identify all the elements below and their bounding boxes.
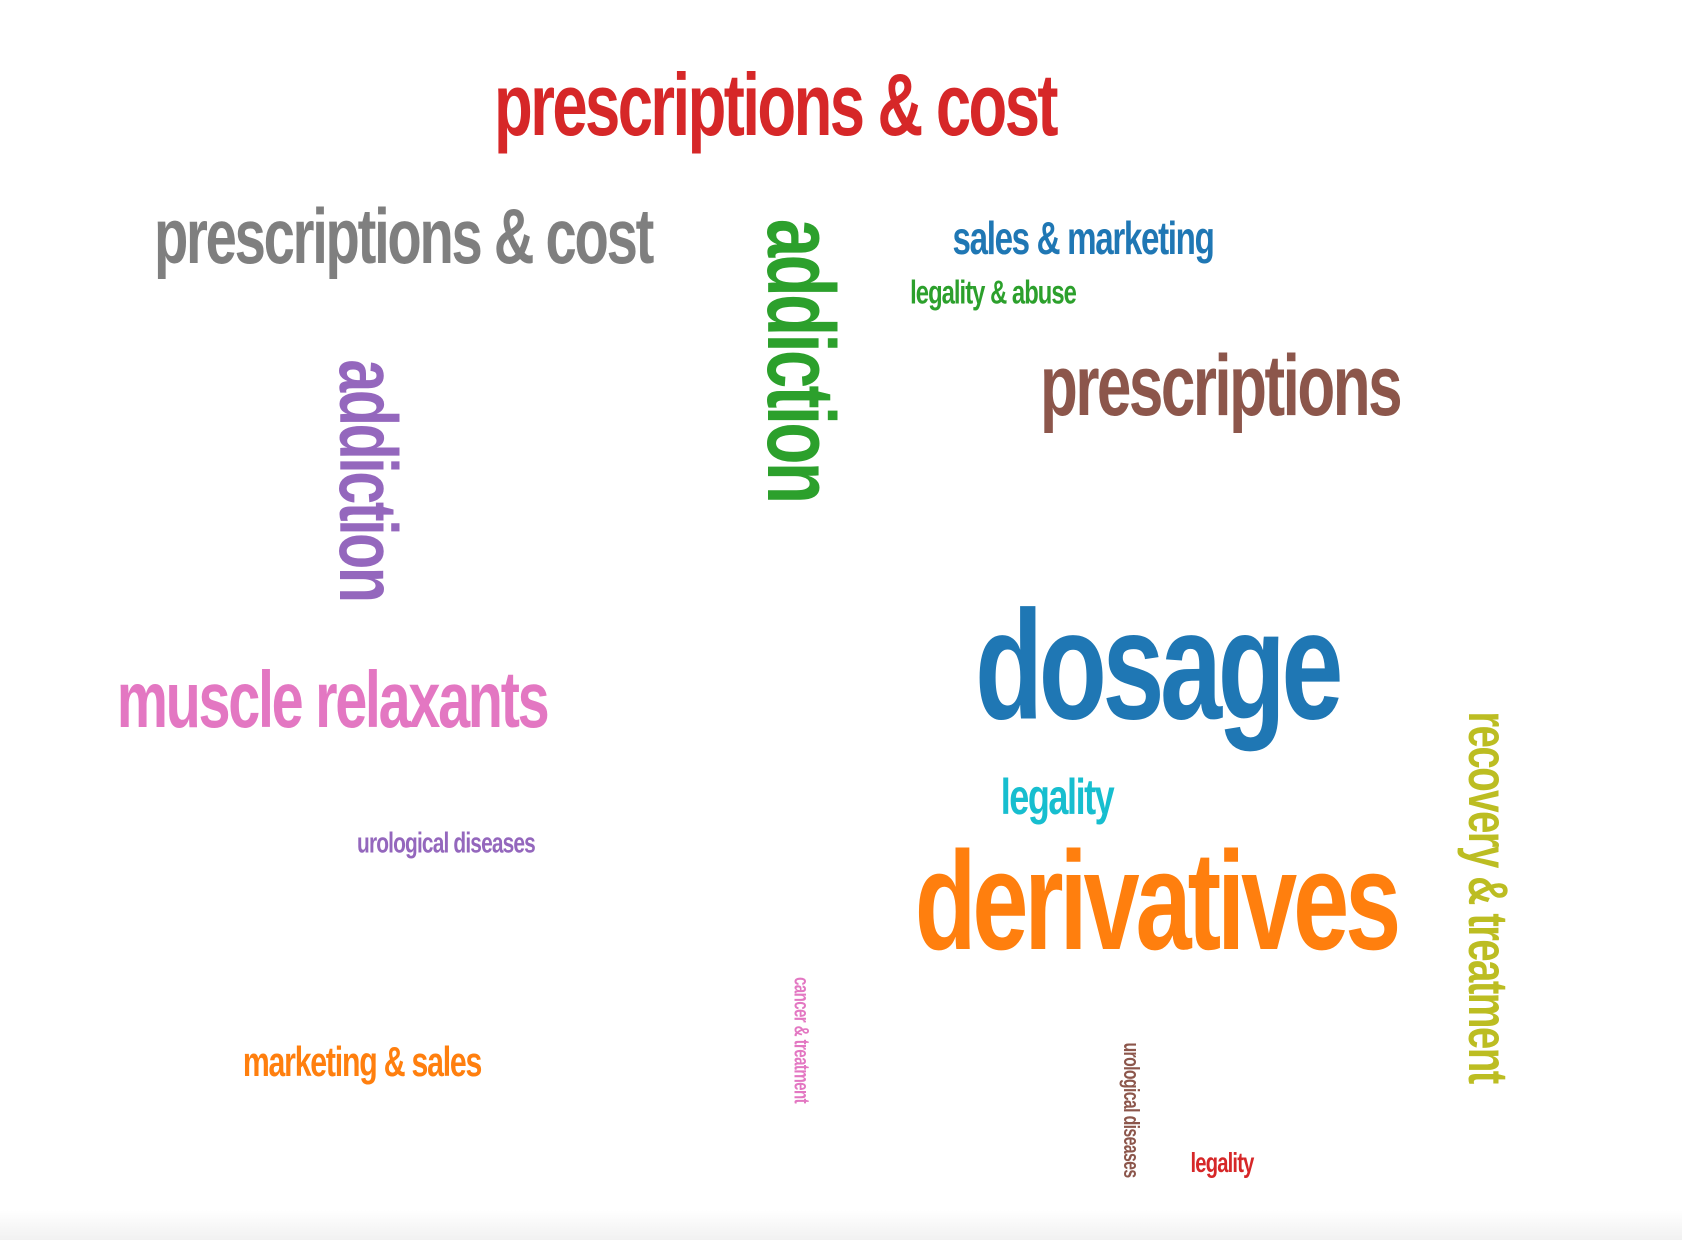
word-prescriptions-cost-gray: prescriptions & cost — [153, 192, 654, 280]
word-legality-cyan: legality — [1000, 769, 1115, 825]
word-marketing-sales: marketing & sales — [242, 1038, 482, 1085]
word-prescriptions-cost-red: prescriptions & cost — [494, 55, 1058, 154]
word-prescriptions: prescriptions — [1039, 338, 1403, 434]
word-addiction-green: addiction — [747, 218, 854, 502]
word-cloud: prescriptions & cost prescriptions & cos… — [116, 55, 1520, 1178]
word-cancer-treatment: cancer & treatment — [789, 976, 813, 1104]
word-legality-abuse: legality & abuse — [910, 273, 1077, 311]
word-sales-marketing: sales & marketing — [952, 212, 1215, 264]
word-addiction-purple: addiction — [322, 359, 413, 601]
word-urological-diseases-brown: urological diseases — [1119, 1042, 1144, 1178]
word-recovery-treatment: recovery & treatment — [1457, 711, 1520, 1083]
word-muscle-relaxants: muscle relaxants — [116, 655, 550, 744]
word-dosage: dosage — [975, 578, 1343, 752]
word-legality-red: legality — [1190, 1147, 1254, 1178]
bottom-edge-shade — [0, 1210, 1682, 1240]
word-urological-diseases-purple: urological diseases — [357, 827, 536, 860]
word-derivatives: derivatives — [914, 822, 1401, 979]
